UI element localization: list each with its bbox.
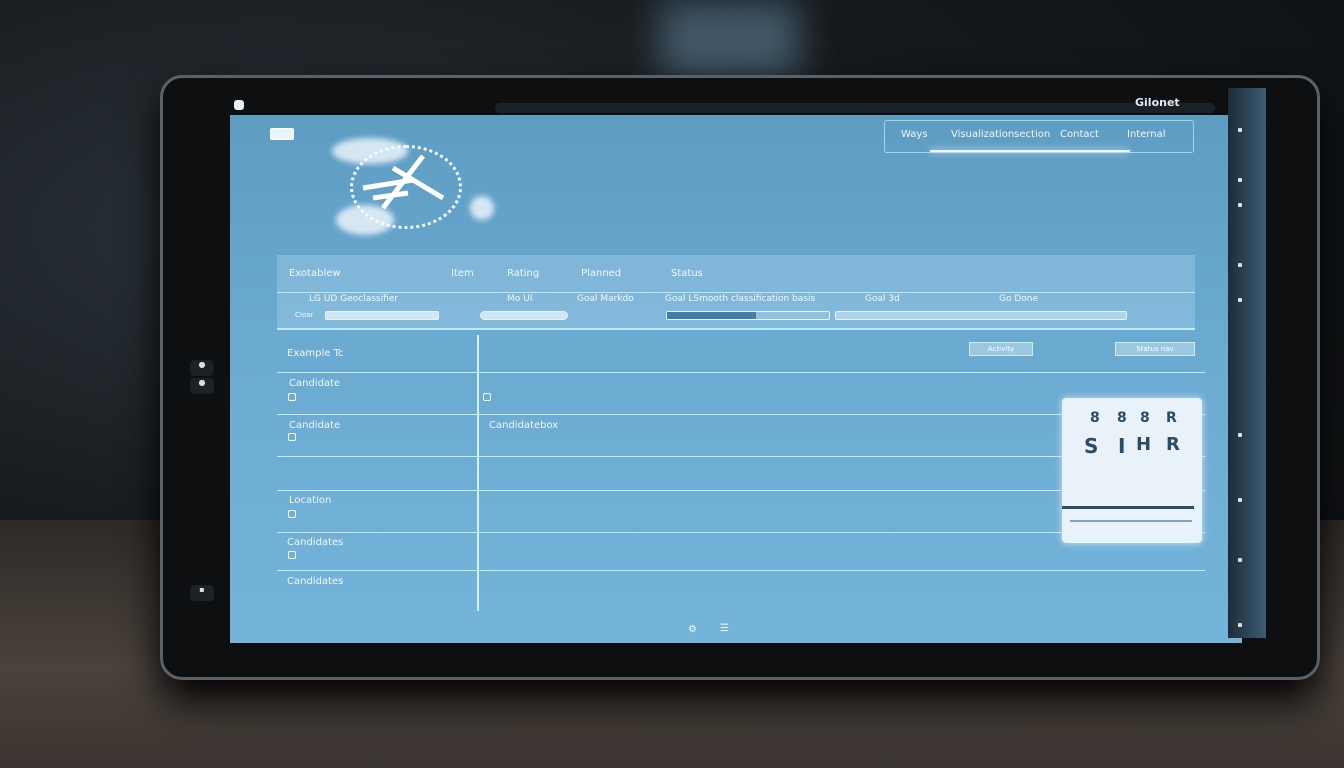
column-header[interactable]: Planned [581,268,622,279]
side-button[interactable]: ● [190,360,214,376]
nav-item[interactable]: Visualizationsection [951,129,1051,140]
table-row[interactable]: Candidate [277,373,1205,415]
widget-glyph: I [1118,434,1126,458]
top-bezel-bar [495,103,1215,113]
subheader-label: Go Done [999,294,1039,304]
column-header[interactable]: Exotablew [289,268,341,279]
nav-item[interactable]: Ways [901,129,928,140]
table-header: Exotablew Item Rating Planned Status LG … [277,255,1195,330]
checkbox[interactable] [288,551,296,559]
table-row[interactable]: Candidate Candidatebox [277,415,1205,457]
progress-bar [666,311,830,320]
menu-icon[interactable]: ☰ [720,623,729,634]
table-row[interactable]: Example Tc Activity Status nav [277,335,1205,373]
row-label: Location [289,495,332,506]
camera-icon [234,100,244,110]
row-label: Example Tc [287,348,344,359]
search-input[interactable] [480,311,568,320]
row-label: Candidate [289,420,341,431]
home-button[interactable]: ▪ [190,585,214,601]
filter-label: Clear [295,311,314,319]
widget-glyph: R [1166,410,1177,426]
column-header[interactable]: Status [671,268,703,279]
side-button[interactable]: ● [190,378,214,394]
row-label: Candidates [287,537,344,548]
table-row[interactable]: Candidates [277,571,1205,611]
checkbox[interactable] [288,510,296,518]
row-label: Candidate [289,378,341,389]
settings-icon[interactable]: ⚙ [688,624,697,635]
widget-glyph: H [1136,434,1152,455]
badge[interactable]: Activity [969,342,1033,356]
column-divider [477,335,479,611]
column-header[interactable]: Rating [507,268,540,279]
filter-input[interactable] [325,311,439,320]
subheader-label: Mo UI [507,294,533,304]
checkbox[interactable] [288,433,296,441]
background-light [660,0,800,80]
subheader-label: LG UD Geoclassifier [309,294,398,304]
widget-glyph: S [1084,434,1099,458]
app-logo [350,145,462,229]
table-row[interactable] [277,457,1205,491]
column-header[interactable]: Item [451,268,474,279]
nav-active-indicator [930,150,1130,152]
widget-card[interactable]: 8 8 8 R S I H R [1062,398,1202,543]
widget-divider [1070,520,1192,522]
widget-glyph: R [1166,434,1180,455]
row-label: Candidates [287,576,344,587]
badge[interactable]: Status nav [1115,342,1195,356]
table-row[interactable]: Location [277,491,1205,533]
checkbox[interactable] [288,393,296,401]
grid-view-icon[interactable] [270,128,294,140]
widget-divider [1062,506,1194,509]
range-bar [835,311,1127,320]
checkbox[interactable] [483,393,491,401]
widget-glyph: 8 [1117,410,1127,426]
brand-label: Gilonet [1135,96,1180,109]
scrollbar[interactable] [1228,88,1266,638]
nav-item[interactable]: Contact [1060,129,1099,140]
top-nav: Ways Visualizationsection Contact Intern… [884,120,1194,153]
widget-glyph: 8 [1090,410,1100,426]
subheader-label: Goal LSmooth classification basis [665,294,816,304]
subheader-label: Goal Markdo [577,294,634,304]
widget-glyph: 8 [1140,410,1150,426]
table-row[interactable]: Candidates [277,533,1205,571]
nav-item[interactable]: Internal [1127,129,1166,140]
subheader-label: Goal 3d [865,294,900,304]
row-cell: Candidatebox [489,420,559,431]
